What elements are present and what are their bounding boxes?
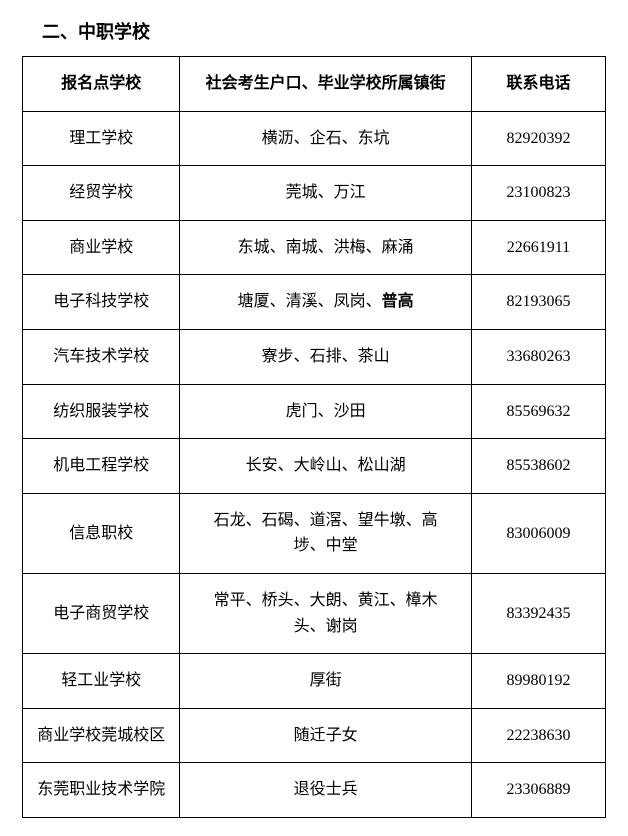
- cell-areas: 虎门、沙田: [180, 384, 472, 439]
- table-row: 纺织服装学校虎门、沙田85569632: [23, 384, 606, 439]
- schools-table: 报名点学校 社会考生户口、毕业学校所属镇街 联系电话 理工学校横沥、企石、东坑8…: [22, 56, 606, 818]
- cell-school: 电子商贸学校: [23, 573, 180, 653]
- cell-phone: 22661911: [471, 220, 605, 275]
- cell-school: 信息职校: [23, 493, 180, 573]
- table-row: 电子科技学校塘厦、清溪、凤岗、普高82193065: [23, 275, 606, 330]
- cell-areas: 莞城、万江: [180, 166, 472, 221]
- cell-phone: 85538602: [471, 439, 605, 494]
- cell-areas: 横沥、企石、东坑: [180, 111, 472, 166]
- table-row: 电子商贸学校常平、桥头、大朗、黄江、樟木头、谢岗83392435: [23, 573, 606, 653]
- cell-phone: 82193065: [471, 275, 605, 330]
- table-row: 理工学校横沥、企石、东坑82920392: [23, 111, 606, 166]
- cell-areas: 退役士兵: [180, 763, 472, 818]
- table-row: 东莞职业技术学院退役士兵23306889: [23, 763, 606, 818]
- cell-areas: 随迁子女: [180, 708, 472, 763]
- table-row: 商业学校莞城校区随迁子女22238630: [23, 708, 606, 763]
- cell-school: 商业学校莞城校区: [23, 708, 180, 763]
- col-header-school: 报名点学校: [23, 57, 180, 112]
- cell-school: 商业学校: [23, 220, 180, 275]
- cell-phone: 33680263: [471, 329, 605, 384]
- section-title: 二、中职学校: [42, 18, 606, 44]
- cell-areas: 石龙、石碣、道滘、望牛墩、高埗、中堂: [180, 493, 472, 573]
- cell-school: 理工学校: [23, 111, 180, 166]
- cell-areas: 厚街: [180, 654, 472, 709]
- col-header-phone: 联系电话: [471, 57, 605, 112]
- col-header-areas: 社会考生户口、毕业学校所属镇街: [180, 57, 472, 112]
- cell-school: 电子科技学校: [23, 275, 180, 330]
- cell-school: 轻工业学校: [23, 654, 180, 709]
- cell-school: 东莞职业技术学院: [23, 763, 180, 818]
- cell-phone: 85569632: [471, 384, 605, 439]
- cell-phone: 89980192: [471, 654, 605, 709]
- cell-school: 纺织服装学校: [23, 384, 180, 439]
- table-header-row: 报名点学校 社会考生户口、毕业学校所属镇街 联系电话: [23, 57, 606, 112]
- cell-areas: 东城、南城、洪梅、麻涌: [180, 220, 472, 275]
- cell-phone: 23306889: [471, 763, 605, 818]
- table-row: 机电工程学校长安、大岭山、松山湖85538602: [23, 439, 606, 494]
- cell-phone: 83392435: [471, 573, 605, 653]
- cell-phone: 23100823: [471, 166, 605, 221]
- cell-phone: 82920392: [471, 111, 605, 166]
- table-row: 经贸学校莞城、万江23100823: [23, 166, 606, 221]
- cell-school: 经贸学校: [23, 166, 180, 221]
- cell-areas: 塘厦、清溪、凤岗、普高: [180, 275, 472, 330]
- cell-school: 机电工程学校: [23, 439, 180, 494]
- table-row: 汽车技术学校寮步、石排、茶山33680263: [23, 329, 606, 384]
- table-row: 轻工业学校厚街89980192: [23, 654, 606, 709]
- cell-phone: 22238630: [471, 708, 605, 763]
- cell-areas: 常平、桥头、大朗、黄江、樟木头、谢岗: [180, 573, 472, 653]
- cell-areas: 寮步、石排、茶山: [180, 329, 472, 384]
- cell-phone: 83006009: [471, 493, 605, 573]
- table-row: 信息职校石龙、石碣、道滘、望牛墩、高埗、中堂83006009: [23, 493, 606, 573]
- cell-school: 汽车技术学校: [23, 329, 180, 384]
- table-row: 商业学校东城、南城、洪梅、麻涌22661911: [23, 220, 606, 275]
- cell-areas: 长安、大岭山、松山湖: [180, 439, 472, 494]
